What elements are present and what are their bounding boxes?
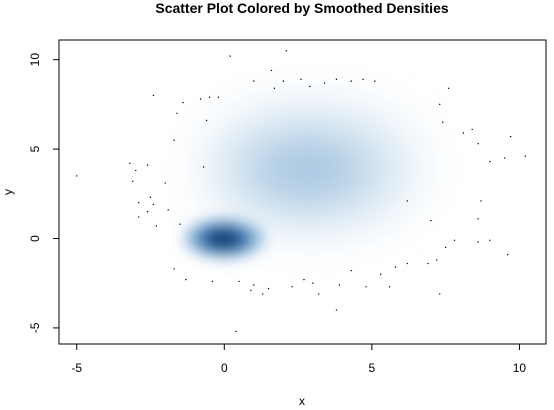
cluster-1-density [183,218,266,259]
y-tick-label: 5 [28,145,42,152]
data-point [509,135,512,138]
data-point [208,96,211,98]
data-point [176,112,178,115]
x-tick-label: 5 [369,361,376,375]
data-point [350,80,352,82]
data-point [173,139,175,141]
data-point [436,259,438,261]
data-point [303,278,305,281]
data-point [350,269,352,272]
y-axis: -5 0 5 10 [28,53,60,333]
data-point [362,78,364,81]
data-point [146,210,149,213]
x-tick-label: 10 [513,361,527,375]
data-point [503,157,506,159]
data-point [312,282,314,284]
data-point [439,103,441,106]
data-point [238,280,240,283]
y-tick-label: -5 [28,322,42,333]
data-point [199,98,202,100]
data-point [489,160,491,163]
data-point [205,119,208,122]
data-point [146,164,149,166]
data-point [267,287,270,290]
data-point [202,166,205,168]
data-point [211,280,214,283]
y-axis-label: y [1,189,15,195]
x-axis: -5 0 5 10 [71,343,527,375]
data-point [217,96,220,98]
data-point [137,216,140,218]
data-point [155,225,158,227]
data-point [152,94,155,97]
data-point [439,293,441,295]
data-point [270,69,273,72]
data-point [388,286,391,288]
data-point [132,180,134,182]
data-point [441,121,444,123]
data-point [285,50,287,52]
data-point [135,169,137,172]
data-point [427,262,429,265]
data-point [477,218,479,220]
data-point [152,203,155,206]
y-tick-label: 10 [28,53,42,67]
data-point [444,246,447,249]
chart-title: Scatter Plot Colored by Smoothed Densiti… [155,0,448,16]
data-point [335,309,338,311]
data-point [185,278,187,281]
data-point [291,286,293,288]
data-point [318,293,320,295]
y-tick-label: 0 [28,235,42,242]
data-point [149,196,152,199]
data-point [335,78,338,81]
data-point [229,55,231,57]
data-point [524,155,527,157]
data-point [250,289,252,292]
data-point [137,202,140,204]
outlier-points [76,50,527,333]
density-layer [183,108,420,259]
data-point [282,80,285,82]
data-point [182,101,184,104]
x-axis-label: x [299,394,305,408]
cluster-2-density [205,108,420,226]
data-point [489,239,491,241]
data-point [173,268,175,270]
data-point [462,132,465,134]
data-point [76,175,78,177]
data-point [506,253,509,256]
data-point [129,162,131,165]
data-point [309,85,311,88]
data-point [471,128,473,131]
data-point [477,241,479,243]
data-point [235,330,237,333]
data-point [167,209,169,211]
x-tick-label: -5 [71,361,82,375]
data-point [365,286,367,288]
data-point [480,200,482,202]
data-point [273,87,276,89]
data-point [380,273,382,275]
data-point [253,80,255,82]
data-point [261,293,264,295]
data-point [394,266,397,268]
data-point [453,239,456,241]
data-point [477,143,479,145]
data-point [164,182,166,184]
data-point [338,284,341,286]
data-point [179,223,181,225]
data-point [374,80,376,82]
data-point [406,262,408,265]
data-point [323,82,326,84]
x-tick-label: 0 [221,361,228,375]
data-point [447,87,450,89]
data-point [253,284,255,286]
data-point [300,78,302,81]
data-point [430,219,432,222]
data-point [406,200,408,202]
